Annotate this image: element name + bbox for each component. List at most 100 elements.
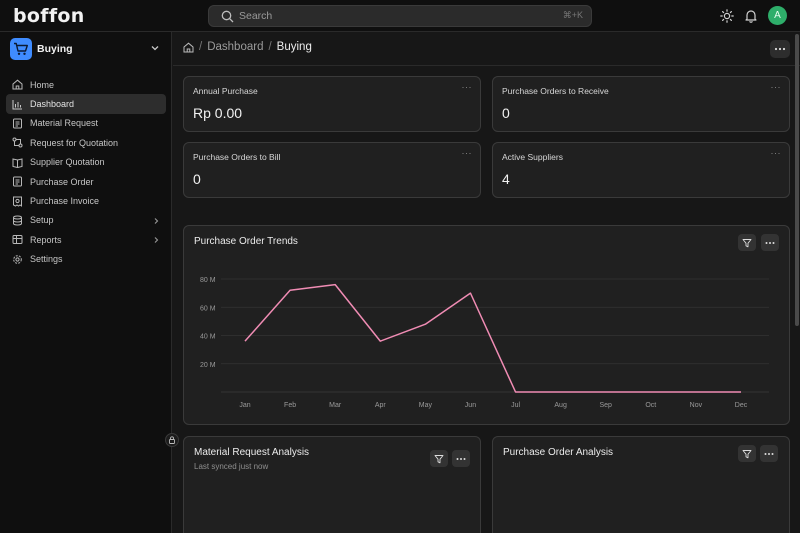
x-tick-label: Jun [465, 402, 476, 409]
database-icon [13, 215, 22, 226]
card-purchase-orders-to-receive[interactable]: Purchase Orders to Receive 0 ··· [492, 76, 790, 132]
notification-bell-icon[interactable] [744, 9, 758, 23]
sidebar-item-reports[interactable]: Reports [6, 230, 166, 249]
card-purchase-orders-to-bill[interactable]: Purchase Orders to Bill 0 ··· [183, 142, 481, 198]
workspace-switcher[interactable]: Buying [10, 38, 164, 62]
y-tick-label: 40 M [200, 334, 216, 341]
data-point-oct[interactable] [649, 390, 653, 394]
series-line [244, 283, 741, 393]
sidebar-item-label: Request for Quotation [30, 137, 119, 148]
panel-subtitle: Last synced just now [194, 462, 269, 471]
sidebar-item-purchase-order[interactable]: Purchase Order [6, 172, 166, 191]
data-point-nov[interactable] [694, 390, 698, 394]
sidebar-item-home[interactable]: Home [6, 75, 166, 94]
app-logo[interactable]: boffon [13, 5, 85, 27]
panel-menu-button[interactable] [760, 445, 778, 462]
sidebar-item-settings[interactable]: Settings [6, 250, 166, 269]
sidebar-item-label: Purchase Order [30, 176, 94, 187]
data-point-aug[interactable] [558, 390, 562, 394]
card-value: 4 [502, 171, 510, 187]
data-point-feb[interactable] [288, 288, 292, 292]
breadcrumb-separator: / [199, 41, 203, 53]
card-value: 0 [193, 171, 201, 187]
workspace-title: Buying [37, 43, 73, 55]
data-point-jun[interactable] [468, 291, 472, 295]
data-point-may[interactable] [423, 322, 427, 326]
sidebar-item-dashboard[interactable]: Dashboard [6, 94, 166, 114]
sidebar-item-supplier-quotation[interactable]: Supplier Quotation [6, 153, 166, 172]
page-scrollbar[interactable] [795, 34, 799, 326]
sidebar-item-purchase-invoice[interactable]: Purchase Invoice [6, 191, 166, 210]
data-point-mar[interactable] [333, 282, 337, 286]
cart-icon [10, 38, 32, 60]
sidebar-item-label: Home [30, 79, 55, 90]
more-horizontal-icon [456, 457, 466, 460]
theme-toggle-icon[interactable] [720, 9, 734, 23]
invoice-icon [13, 196, 22, 207]
filter-icon [742, 238, 752, 247]
sidebar-lock-button[interactable] [165, 433, 179, 447]
filter-icon [434, 454, 444, 463]
sidebar-item-material-request[interactable]: Material Request [6, 114, 166, 133]
table-icon [12, 235, 23, 245]
sidebar-item-request-for-quotation[interactable]: Request for Quotation [6, 133, 166, 152]
panel-filter-button[interactable] [430, 450, 448, 467]
chart-title: Purchase Order Trends [194, 236, 298, 247]
home-icon [12, 79, 23, 90]
data-point-apr[interactable] [378, 339, 382, 343]
book-icon [12, 158, 23, 168]
x-tick-label: Mar [329, 402, 342, 409]
home-icon[interactable] [183, 42, 194, 53]
page-header: / Dashboard / Buying [173, 32, 800, 66]
x-tick-label: Jan [239, 402, 250, 409]
breadcrumb-separator: / [268, 41, 272, 53]
y-tick-label: 60 M [200, 305, 216, 312]
card-value: 0 [502, 105, 510, 121]
data-point-jul[interactable] [513, 390, 517, 394]
card-label: Annual Purchase [193, 86, 258, 96]
purchase-order-trends-chart: Purchase Order Trends 20 M 40 M 60 M 80 M Ja… [183, 225, 790, 425]
sidebar-item-label: Material Request [30, 118, 99, 129]
card-menu-button[interactable]: ··· [770, 82, 781, 92]
search-input[interactable] [239, 8, 539, 24]
line-chart-plot: 20 M 40 M 60 M 80 M Jan Feb Mar Apr May Jun Jul Aug… [200, 277, 769, 409]
page-menu-button[interactable] [770, 40, 790, 58]
sidebar-item-label: Supplier Quotation [30, 157, 105, 168]
panel-title: Material Request Analysis [194, 447, 310, 458]
x-tick-label: Dec [735, 402, 748, 409]
search-icon [221, 10, 234, 23]
x-tick-label: Sep [599, 402, 612, 409]
more-horizontal-icon [764, 452, 774, 455]
chart-menu-button[interactable] [761, 234, 779, 251]
material-request-analysis-panel: Material Request Analysis Last synced ju… [183, 436, 481, 533]
x-tick-label: Nov [690, 402, 703, 409]
chevron-right-icon [154, 237, 159, 244]
user-avatar[interactable]: A [768, 6, 787, 25]
data-point-dec[interactable] [739, 390, 743, 394]
card-annual-purchase[interactable]: Annual Purchase Rp 0.00 ··· [183, 76, 481, 132]
search-shortcut: ⌘+K [562, 10, 583, 20]
card-label: Purchase Orders to Bill [193, 152, 281, 162]
card-menu-button[interactable]: ··· [461, 148, 472, 158]
panel-menu-button[interactable] [452, 450, 470, 467]
sidebar: Buying Home Dashboard Material Request R… [0, 32, 172, 533]
data-point-sep[interactable] [604, 390, 608, 394]
card-menu-button[interactable]: ··· [770, 148, 781, 158]
document-icon [13, 176, 22, 187]
card-menu-button[interactable]: ··· [461, 82, 472, 92]
sidebar-item-setup[interactable]: Setup [6, 211, 166, 230]
main-content: / Dashboard / Buying Annual Purchase Rp … [173, 32, 800, 533]
bar-chart-icon [12, 99, 22, 110]
panel-filter-button[interactable] [738, 445, 756, 462]
chevron-right-icon [154, 217, 159, 224]
sidebar-item-label: Settings [30, 254, 63, 265]
data-point-jan[interactable] [243, 339, 247, 343]
more-horizontal-icon [774, 47, 786, 51]
breadcrumb: / Dashboard / Buying [183, 41, 312, 53]
search-bar[interactable]: ⌘+K [208, 5, 592, 27]
card-label: Purchase Orders to Receive [502, 86, 609, 96]
chart-filter-button[interactable] [738, 234, 756, 251]
card-value: Rp 0.00 [193, 105, 243, 121]
breadcrumb-dashboard[interactable]: Dashboard [207, 41, 264, 53]
card-active-suppliers[interactable]: Active Suppliers 4 ··· [492, 142, 790, 198]
